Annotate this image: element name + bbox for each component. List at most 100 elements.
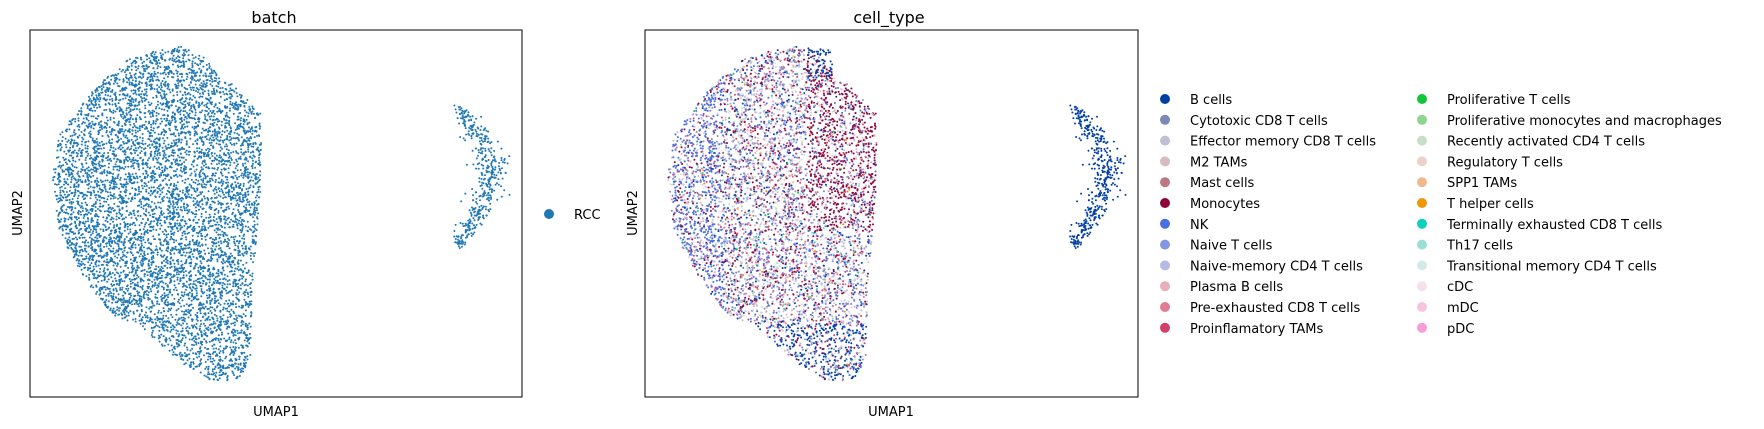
point-4890 (125, 73, 128, 76)
point-161 (257, 188, 260, 191)
point-4903 (158, 151, 161, 154)
point-2543 (144, 70, 147, 73)
point-4450 (86, 107, 89, 110)
point-2159 (201, 101, 204, 104)
point-4416 (63, 183, 65, 186)
point-3458 (144, 127, 147, 130)
point-3817 (188, 305, 190, 308)
point-4676 (112, 307, 115, 310)
point-4051 (122, 117, 125, 120)
point-4940 (128, 102, 131, 105)
point-3489 (70, 151, 73, 154)
point-1644 (110, 292, 113, 295)
point-2757 (214, 322, 217, 325)
point-4684 (87, 266, 89, 269)
point-4014 (137, 67, 139, 70)
point-1436 (207, 326, 210, 329)
point-2790 (121, 89, 124, 92)
point-4223 (177, 263, 180, 265)
point-2580 (178, 174, 181, 177)
point-1807 (162, 157, 164, 160)
point-2558 (241, 212, 244, 215)
point-2206 (231, 254, 234, 257)
point-4326 (103, 169, 106, 171)
point-1252 (244, 245, 247, 248)
point-1472 (67, 212, 70, 215)
point-4292 (234, 197, 237, 200)
point-413 (205, 166, 208, 169)
point-4476 (255, 229, 258, 231)
point-2977 (113, 202, 116, 205)
point-132 (58, 161, 61, 164)
point-2152 (136, 104, 139, 107)
point-3520 (170, 104, 173, 107)
point-3952 (170, 326, 172, 329)
point-298 (107, 166, 110, 169)
point-2527 (164, 177, 167, 180)
point-3700 (175, 289, 178, 292)
point-1326 (92, 115, 95, 118)
point-2420 (249, 172, 252, 175)
point-1183 (90, 171, 93, 174)
point-3676 (217, 81, 219, 84)
point-2332 (240, 220, 243, 223)
point-2220 (94, 194, 97, 197)
point-1611 (237, 259, 240, 262)
point-2958 (159, 280, 162, 283)
point-2562 (189, 366, 192, 368)
point-4071 (238, 249, 241, 252)
point-4210 (140, 179, 143, 182)
point-800 (194, 111, 197, 114)
point-2345 (218, 159, 221, 162)
point-3572 (138, 249, 141, 252)
point-3919 (212, 357, 214, 360)
point-4364 (192, 218, 195, 221)
point-3883 (80, 168, 83, 171)
point-3171 (199, 325, 202, 328)
point-1219 (209, 157, 211, 160)
point-4520 (204, 211, 207, 213)
point-4985 (74, 244, 77, 247)
point-3484 (184, 236, 187, 239)
point-3280 (246, 229, 249, 232)
point-2835 (200, 185, 203, 187)
point-3977 (79, 170, 82, 173)
point-3601 (204, 238, 207, 241)
point-4973 (138, 255, 141, 258)
point-546 (105, 255, 108, 257)
point-1589 (80, 149, 83, 152)
point-574 (140, 99, 143, 102)
point-4485 (146, 166, 149, 169)
point-1713 (84, 159, 87, 162)
point-1734 (158, 282, 161, 285)
point-3106 (177, 206, 180, 209)
point-3410 (65, 146, 68, 149)
point-2697 (159, 72, 162, 75)
point-3377 (89, 264, 92, 267)
point-3735 (61, 136, 64, 139)
point-4847 (177, 149, 180, 152)
point-4213 (140, 237, 143, 240)
point-3156 (148, 187, 151, 189)
point-8 (181, 269, 184, 272)
point-1076 (119, 183, 122, 185)
point-4733 (160, 117, 163, 120)
point-3212 (97, 194, 100, 197)
point-2894 (187, 297, 190, 300)
point-3580 (199, 312, 202, 315)
point-3509 (154, 147, 157, 150)
point-4367 (238, 305, 241, 308)
point-2948 (118, 307, 121, 310)
point-2195 (88, 108, 91, 111)
point-2459 (195, 279, 198, 282)
point-859 (135, 149, 138, 152)
point-4941 (118, 109, 121, 112)
point-4312 (172, 201, 175, 204)
point-2242 (90, 221, 93, 224)
point-3850 (243, 251, 246, 254)
point-4919 (80, 107, 83, 110)
point-1432 (228, 116, 231, 119)
point-1794 (195, 343, 198, 346)
point-2373 (229, 352, 232, 355)
point-4350 (113, 229, 116, 232)
